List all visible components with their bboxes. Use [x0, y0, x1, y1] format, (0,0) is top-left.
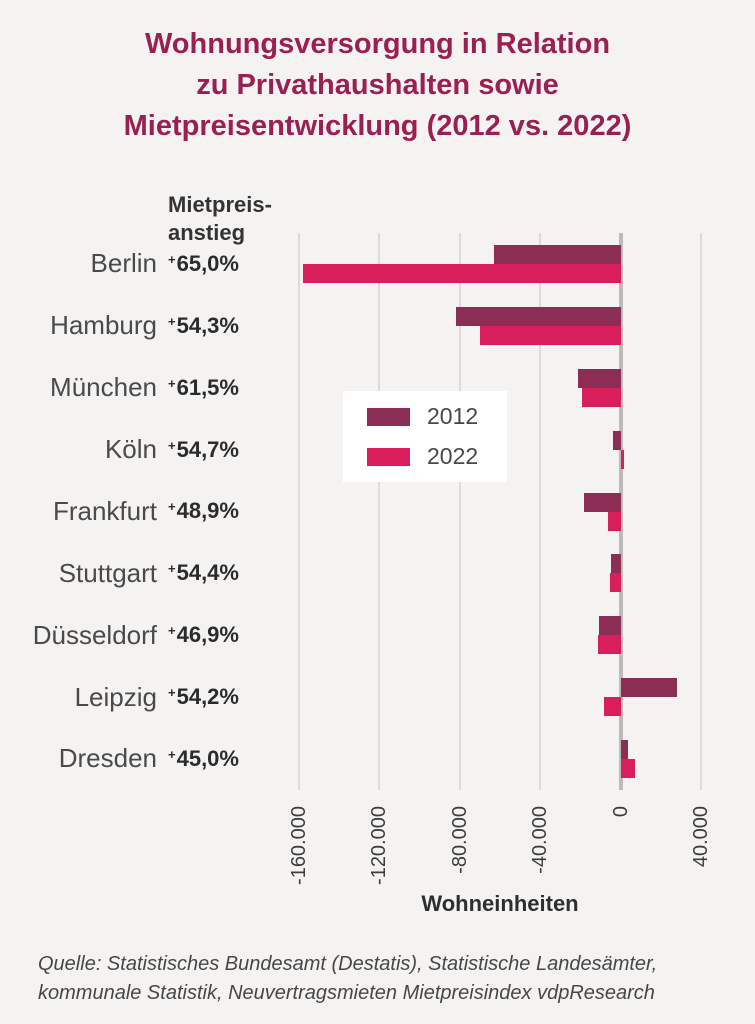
chart-title-line-2: zu Privathaushalten sowie — [196, 69, 559, 101]
plus-sign: + — [168, 561, 176, 577]
bar-2012-münchen — [578, 368, 621, 388]
zero-axis-line — [618, 233, 623, 790]
bar-2022-münchen — [582, 387, 621, 407]
x-tick-label: 0 — [609, 806, 632, 818]
chart-title-line-1: Wohnungsversorgung in Relation — [144, 28, 611, 60]
plus-sign: + — [168, 375, 176, 391]
x-tick-label: -120.000 — [368, 806, 391, 885]
bar-2012-hamburg — [455, 306, 621, 326]
row-label-dresden: Dresden +45,0% — [10, 728, 260, 790]
bar-2022-dresden — [620, 759, 635, 779]
x-tick-label: -80.000 — [448, 806, 471, 874]
city-label: Berlin — [90, 248, 157, 279]
x-tick-label: -40.000 — [529, 806, 552, 874]
rent-increase-value: +46,9% — [168, 622, 239, 648]
plus-sign: + — [168, 623, 176, 639]
city-label: Frankfurt — [52, 495, 157, 526]
row-label-düsseldorf: Düsseldorf +46,9% — [10, 604, 260, 666]
chart-title-line-3: Mietpreisentwicklung (2012 vs. 2022) — [123, 110, 632, 142]
category-labels-column: Berlin +65,0% Hamburg +54,3% München +61,5% Kö… — [10, 233, 260, 790]
plus-sign: + — [168, 437, 176, 453]
bar-2012-frankfurt — [584, 492, 621, 512]
x-axis-title: Wohneinheiten — [421, 891, 579, 916]
plus-sign: + — [168, 251, 176, 267]
plus-sign: + — [168, 746, 176, 762]
legend-item-2022: 2022 — [367, 443, 507, 470]
bar-2012-stuttgart — [610, 554, 621, 574]
rent-increase-value: +45,0% — [168, 745, 239, 771]
source-line-1: Quelle: Statistisches Bundesamt (Destati… — [38, 953, 658, 975]
bar-2012-köln — [612, 430, 621, 450]
city-label: München — [50, 372, 157, 403]
bar-2012-leipzig — [620, 678, 678, 698]
rent-increase-header-line-2: anstieg — [168, 220, 246, 245]
rent-increase-header-line-1: Mietpreis- — [168, 192, 272, 217]
rent-increase-value: +54,4% — [168, 560, 239, 586]
x-tick-label: -160.000 — [287, 806, 310, 885]
plus-sign: + — [168, 685, 176, 701]
rent-increase-column-header: Mietpreis- anstieg — [168, 191, 272, 247]
bar-2012-dresden — [620, 740, 628, 760]
rent-increase-value: +61,5% — [168, 374, 239, 400]
bar-2022-leipzig — [603, 697, 621, 717]
legend-label: 2012 — [427, 403, 479, 429]
city-label: Dresden — [58, 743, 157, 774]
rent-increase-value: +54,2% — [168, 684, 239, 710]
bar-2012-berlin — [493, 244, 621, 264]
legend-item-2012: 2012 — [367, 403, 507, 430]
row-label-frankfurt: Frankfurt +48,9% — [10, 481, 260, 543]
row-label-berlin: Berlin +65,0% — [10, 233, 260, 295]
bar-2022-hamburg — [479, 325, 621, 345]
bar-2022-berlin — [302, 263, 621, 283]
row-label-leipzig: Leipzig +54,2% — [10, 666, 260, 728]
city-label: Köln — [104, 434, 157, 465]
bar-2022-stuttgart — [609, 573, 621, 593]
gridline — [378, 233, 381, 790]
plus-sign: + — [168, 499, 176, 515]
gridline — [458, 233, 461, 790]
legend-swatch-2022 — [367, 447, 410, 466]
plus-sign: + — [168, 313, 176, 329]
legend: 2012 2022 — [343, 391, 507, 482]
bar-2022-frankfurt — [607, 511, 621, 531]
rent-increase-value: +54,7% — [168, 436, 239, 462]
row-label-köln: Köln +54,7% — [10, 419, 260, 481]
city-label: Stuttgart — [58, 557, 157, 588]
city-label: Hamburg — [50, 310, 157, 341]
source-note: Quelle: Statistisches Bundesamt (Destati… — [38, 950, 657, 1008]
chart-title: Wohnungsversorgung in Relation zu Privat… — [0, 24, 755, 147]
x-tick-label: 40.000 — [690, 806, 713, 868]
rent-increase-value: +54,3% — [168, 312, 239, 338]
source-line-2: kommunale Statistik, Neuvertragsmieten M… — [38, 982, 655, 1004]
legend-label: 2022 — [427, 443, 479, 469]
legend-swatch-2012 — [367, 407, 410, 426]
row-label-hamburg: Hamburg +54,3% — [10, 295, 260, 357]
city-label: Düsseldorf — [32, 619, 157, 650]
bar-2022-düsseldorf — [597, 635, 621, 655]
row-label-münchen: München +61,5% — [10, 357, 260, 419]
rent-increase-value: +65,0% — [168, 250, 239, 276]
row-label-stuttgart: Stuttgart +54,4% — [10, 542, 260, 604]
city-label: Leipzig — [74, 681, 157, 712]
bar-2012-düsseldorf — [598, 616, 621, 636]
gridline — [700, 233, 703, 790]
bar-2022-köln — [620, 449, 624, 469]
gridline — [539, 233, 542, 790]
gridline — [297, 233, 300, 790]
plot-area — [288, 233, 712, 790]
rent-increase-value: +48,9% — [168, 498, 239, 524]
